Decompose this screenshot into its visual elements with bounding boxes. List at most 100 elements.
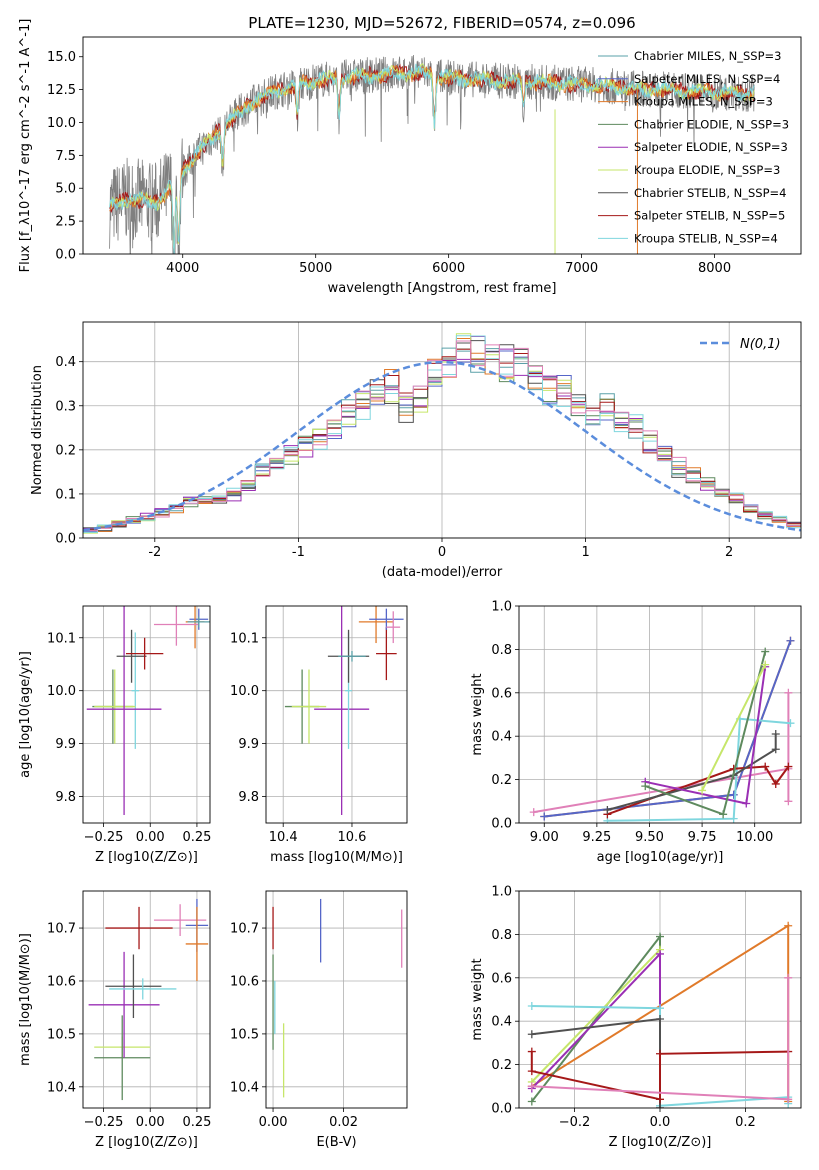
axes-frame bbox=[265, 605, 408, 824]
x-tick-label: 4000 bbox=[166, 261, 199, 276]
legend: Chabrier MILES, N_SSP=3 Salpeter MILES, N… bbox=[598, 49, 789, 245]
legend-label: Salpeter ELODIE, N_SSP=3 bbox=[634, 140, 788, 154]
plot-area bbox=[266, 891, 407, 1108]
model-line-kroupa-elodie bbox=[109, 62, 755, 251]
y-tick-label: 0.2 bbox=[55, 443, 76, 458]
x-tick-label: 9.50 bbox=[635, 830, 664, 845]
legend-label: Kroupa MILES, N_SSP=3 bbox=[634, 95, 773, 109]
x-axis-label: (data-model)/error bbox=[382, 565, 503, 580]
weight-marker bbox=[527, 1047, 536, 1056]
panel-mass-vs-EBV: 0.00 0.02 10.4 10.5 10.6 10.7 E(B-V) bbox=[230, 890, 408, 1150]
x-tick-label: −0.25 bbox=[84, 1115, 124, 1130]
y-tick-label: 0.0 bbox=[55, 248, 76, 263]
weight-marker bbox=[527, 1002, 536, 1011]
weight-marker bbox=[761, 762, 770, 771]
x-tick-label: 0 bbox=[438, 545, 446, 560]
y-tick-label: 0.3 bbox=[55, 399, 76, 414]
y-tick-label: 10.7 bbox=[230, 922, 259, 937]
x-tick-label: 0.00 bbox=[136, 830, 165, 845]
weight-marker bbox=[656, 1095, 664, 1104]
weight-marker bbox=[527, 1097, 536, 1106]
panel-age-vs-mass: 10.4 10.6 9.8 9.9 10.0 10.1 mass [log10(M/M⊙)] bbox=[230, 605, 408, 865]
histogram-step-pink bbox=[83, 340, 801, 532]
y-tick-label: 0.0 bbox=[55, 532, 76, 547]
weight-line-chabrier-stelib bbox=[607, 734, 777, 811]
x-tick-label: −0.2 bbox=[559, 1115, 591, 1130]
model-line-kroupa-stelib bbox=[109, 63, 755, 254]
y-axis-label: Normed distribution bbox=[30, 365, 45, 495]
panel-spectrum: 4000 5000 6000 7000 8000 0.0 2.5 5.0 7.5 10.0 12.5… bbox=[18, 14, 802, 296]
x-tick-label: 9.25 bbox=[582, 830, 611, 845]
legend-label: Kroupa ELODIE, N_SSP=3 bbox=[634, 163, 780, 177]
x-axis-label: age [log10(age/yr)] bbox=[597, 850, 724, 865]
weight-marker bbox=[784, 921, 793, 930]
y-tick-label: 0.4 bbox=[55, 355, 76, 370]
y-tick-label: 0.6 bbox=[491, 971, 512, 986]
x-tick-label: 0.25 bbox=[182, 830, 211, 845]
x-tick-label: 9.75 bbox=[688, 830, 717, 845]
weight-marker bbox=[527, 1067, 536, 1076]
axes-frame bbox=[82, 605, 211, 824]
y-tick-label: 9.9 bbox=[238, 737, 259, 752]
legend-label: Salpeter STELIB, N_SSP=5 bbox=[634, 209, 785, 223]
panel-mass-vs-Z: −0.25 0.00 0.25 10.4 10.5 10.6 10.7 Z [log10(Z/… bbox=[18, 890, 211, 1150]
weight-marker bbox=[719, 810, 728, 819]
weight-marker bbox=[784, 1095, 793, 1104]
y-tick-label: 0.8 bbox=[491, 643, 512, 658]
x-tick-label: 0.02 bbox=[329, 1115, 358, 1130]
y-tick-label: 10.5 bbox=[47, 1027, 76, 1042]
y-tick-label: 0.6 bbox=[491, 686, 512, 701]
legend: N(0,1) bbox=[700, 337, 781, 352]
y-tick-label: 10.7 bbox=[47, 922, 76, 937]
panel-weight-vs-age: 9.00 9.25 9.50 9.75 10.00 0.0 0.2 0.4 0.6 0.8 1.0 a… bbox=[470, 600, 802, 865]
plot-area bbox=[83, 322, 801, 538]
x-tick-label: 8000 bbox=[698, 261, 731, 276]
y-tick-label: 2.5 bbox=[55, 215, 76, 230]
weight-marker bbox=[771, 779, 780, 788]
weight-marker bbox=[742, 799, 751, 808]
y-tick-label: 1.0 bbox=[491, 600, 512, 615]
x-tick-label: 10.6 bbox=[337, 830, 366, 845]
y-tick-label: 0.8 bbox=[491, 928, 512, 943]
x-axis-label: wavelength [Angstrom, rest frame] bbox=[328, 281, 557, 296]
y-tick-label: 0.0 bbox=[491, 1102, 512, 1117]
weight-marker bbox=[603, 805, 612, 814]
x-tick-label: -1 bbox=[292, 545, 305, 560]
weight-marker bbox=[529, 808, 538, 817]
weight-marker bbox=[771, 730, 780, 739]
y-tick-label: 10.0 bbox=[47, 684, 76, 699]
weight-marker bbox=[698, 786, 707, 795]
axes-frame bbox=[82, 321, 802, 539]
axes-frame bbox=[518, 890, 802, 1109]
y-tick-label: 10.0 bbox=[230, 684, 259, 699]
legend-label: Chabrier ELODIE, N_SSP=3 bbox=[634, 117, 789, 131]
x-tick-label: 0.2 bbox=[735, 1115, 756, 1130]
axes-frame bbox=[82, 36, 802, 255]
y-tick-label: 0.2 bbox=[491, 1058, 512, 1073]
axes-frame bbox=[518, 605, 802, 824]
y-tick-label: 0.2 bbox=[491, 773, 512, 788]
chart-title: PLATE=1230, MJD=52672, FIBERID=0574, z=0… bbox=[248, 14, 635, 32]
weight-marker bbox=[656, 932, 664, 941]
weight-marker bbox=[527, 1030, 536, 1039]
x-tick-label: 9.00 bbox=[530, 830, 559, 845]
plot-area bbox=[83, 891, 210, 1108]
legend-label: N(0,1) bbox=[740, 337, 781, 352]
weight-marker bbox=[784, 688, 793, 697]
y-tick-label: 10.4 bbox=[230, 1080, 259, 1095]
weight-marker bbox=[656, 1104, 664, 1108]
weight-marker bbox=[771, 745, 780, 754]
legend-label: Chabrier MILES, N_SSP=3 bbox=[634, 49, 781, 63]
y-tick-label: 9.8 bbox=[55, 790, 76, 805]
weight-marker bbox=[540, 812, 549, 821]
y-tick-label: 0.4 bbox=[491, 730, 512, 745]
y-tick-label: 10.6 bbox=[47, 974, 76, 989]
y-tick-label: 10.0 bbox=[47, 116, 76, 131]
x-axis-label: Z [log10(Z/Z⊙)] bbox=[95, 1135, 198, 1150]
weight-marker bbox=[786, 636, 795, 645]
y-tick-label: 12.5 bbox=[47, 83, 76, 98]
legend-label: Chabrier STELIB, N_SSP=4 bbox=[634, 186, 786, 200]
y-tick-label: 7.5 bbox=[55, 149, 76, 164]
weight-marker bbox=[729, 814, 738, 823]
